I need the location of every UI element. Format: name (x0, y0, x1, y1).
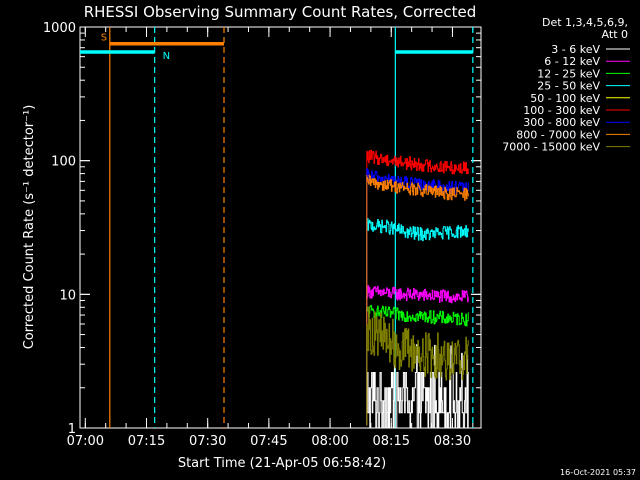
legend-label: 6 - 12 keV (544, 55, 600, 68)
series-line (366, 174, 469, 426)
x-tick-label: 07:00 (67, 434, 104, 449)
legend-label: 7000 - 15000 keV (502, 141, 600, 154)
series-line (366, 218, 469, 426)
legend-label: 50 - 100 keV (530, 92, 600, 105)
interval-label: S (101, 33, 107, 44)
legend-label: 800 - 7000 keV (516, 128, 600, 141)
y-tick-label: 10 (59, 288, 76, 303)
legend-label: 25 - 50 keV (537, 80, 600, 93)
x-tick-label: 08:00 (311, 434, 348, 449)
series-line (366, 285, 469, 426)
x-axis-label: Start Time (21-Apr-05 06:58:42) (178, 456, 386, 471)
series-layer (366, 149, 469, 429)
interval-annotations: SN (80, 33, 473, 62)
y-tick-label: 100 (51, 155, 76, 170)
legend-label: 100 - 300 keV (523, 104, 600, 117)
y-axis-label: Corrected Count Rate (s⁻¹ detector⁻¹) (22, 105, 37, 350)
y-tick-label: 1000 (43, 21, 76, 36)
series-line (366, 306, 469, 426)
legend-label: 3 - 6 keV (551, 43, 600, 56)
x-tick-label: 07:15 (128, 434, 165, 449)
x-tick-label: 08:15 (373, 434, 410, 449)
interval-label: N (163, 51, 170, 62)
timestamp: 16-Oct-2021 05:37 (560, 468, 636, 477)
series-line (366, 149, 469, 426)
y-tick-label: 1 (68, 422, 76, 437)
legend-detectors: Det 1,3,4,5,6,9, (542, 16, 628, 29)
x-tick-label: 07:30 (189, 434, 226, 449)
x-axis: 07:00 07:15 07:30 07:45 08:00 08:15 08:30 (67, 27, 474, 449)
x-tick-label: 07:45 (250, 434, 287, 449)
legend-label: 300 - 800 keV (523, 116, 600, 129)
x-tick-label: 08:30 (434, 434, 471, 449)
legend-attenuator: Att 0 (602, 28, 628, 41)
plot-frame (79, 26, 482, 429)
legend-label: 12 - 25 keV (537, 67, 600, 80)
chart-title: RHESSI Observing Summary Count Rates, Co… (84, 3, 477, 21)
series-line (366, 305, 469, 426)
